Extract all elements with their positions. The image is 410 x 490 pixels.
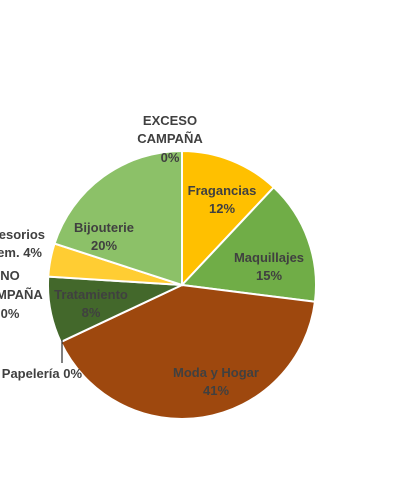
label-exceso-line1: EXCESO bbox=[143, 113, 197, 128]
pie-slices bbox=[47, 149, 317, 420]
label-fragancias-pct: 12% bbox=[209, 201, 235, 216]
pie-slice-maquillajes bbox=[179, 185, 317, 303]
pie-slice-fragancias bbox=[181, 149, 276, 288]
label-bijouterie-pct: 20% bbox=[91, 238, 117, 253]
label-exceso-line2: CAMPAÑA bbox=[137, 131, 203, 146]
label-moda-name: Moda y Hogar bbox=[173, 365, 259, 380]
pie-slice-bijouterie bbox=[53, 149, 183, 287]
label-tratamiento-name: Tratamiento bbox=[54, 287, 128, 302]
label-papeleria: Papelería 0% bbox=[2, 366, 83, 381]
label-maquillajes-pct: 15% bbox=[256, 268, 282, 283]
label-moda-pct: 41% bbox=[203, 383, 229, 398]
label-accesorios-line1: Accesorios bbox=[0, 227, 45, 242]
label-nocampana-pct: 0% bbox=[1, 306, 20, 321]
pie-slice-moda-y-hogar bbox=[59, 283, 317, 420]
label-tratamiento-pct: 8% bbox=[82, 305, 101, 320]
label-accesorios-line2: Prem. 4% bbox=[0, 245, 42, 260]
label-nocampana-line2: CAMPAÑA bbox=[0, 287, 43, 302]
label-nocampana-line1: NO bbox=[0, 268, 20, 283]
label-exceso-pct: 0% bbox=[161, 150, 180, 165]
label-fragancias-name: Fragancias bbox=[188, 183, 257, 198]
label-maquillajes-name: Maquillajes bbox=[234, 250, 304, 265]
label-bijouterie-name: Bijouterie bbox=[74, 220, 134, 235]
